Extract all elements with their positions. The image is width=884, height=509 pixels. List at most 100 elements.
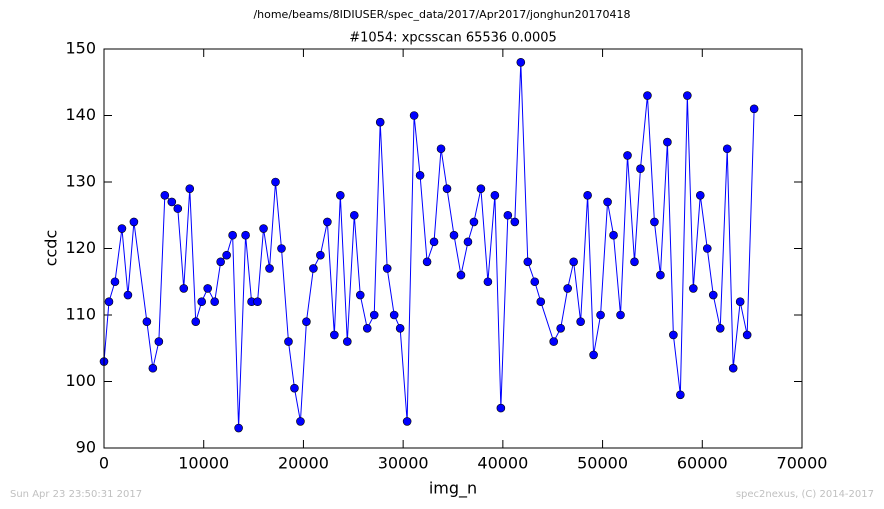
data-point [456, 270, 466, 280]
data-point [210, 297, 219, 307]
data-point [576, 317, 585, 326]
footer-credit: spec2nexus, (C) 2014-2017 [736, 489, 874, 500]
x-tick-label: 10000 [178, 454, 229, 473]
data-point [549, 337, 559, 346]
y-tick-label: 150 [65, 39, 96, 58]
data-point [290, 383, 299, 393]
data-point [167, 197, 177, 207]
data-point [749, 104, 759, 114]
data-point [382, 264, 392, 273]
data-point [702, 244, 712, 253]
data-point [656, 270, 665, 280]
y-tick-label: 100 [65, 371, 96, 390]
data-point [510, 217, 520, 227]
data-point [563, 284, 572, 293]
y-axis-label: ccdc [42, 230, 61, 267]
data-point [185, 184, 195, 193]
data-point [676, 390, 685, 400]
y-tick-label: 140 [65, 105, 96, 124]
x-tick-label: 40000 [477, 454, 528, 473]
data-point [309, 264, 318, 273]
data-point [643, 91, 652, 100]
data-point [277, 244, 286, 253]
chart-title: #1054: xpcsscan 65536 0.0005 [349, 31, 557, 46]
data-point [708, 290, 718, 300]
data-point [302, 317, 311, 326]
data-point [123, 290, 133, 300]
data-point [104, 297, 114, 307]
data-point [623, 151, 632, 160]
data-point [296, 417, 305, 426]
data-point [271, 177, 280, 187]
data-point [216, 257, 225, 267]
data-point [203, 284, 213, 293]
data-point [715, 323, 725, 333]
data-point [173, 204, 183, 213]
y-tick-label: 90 [76, 438, 96, 457]
data-point [395, 323, 405, 333]
data-point [536, 297, 546, 307]
data-point [490, 191, 500, 200]
data-point [530, 277, 540, 287]
data-point [463, 237, 473, 247]
x-tick-label: 20000 [278, 454, 329, 473]
data-point [636, 164, 645, 173]
data-point [375, 117, 385, 127]
data-point [496, 403, 506, 413]
data-point [442, 184, 452, 193]
data-point [449, 230, 459, 240]
data-point [683, 91, 692, 100]
data-point [265, 264, 274, 273]
data-point [316, 250, 325, 260]
data-point [117, 224, 127, 233]
data-point [436, 144, 446, 154]
data-point [402, 417, 412, 426]
data-point [669, 330, 678, 340]
data-point [630, 257, 639, 267]
x-axis-label: img_n [429, 479, 477, 499]
data-point [469, 217, 479, 227]
suptitle: /home/beams/8IDIUSER/spec_data/2017/Apr2… [253, 8, 630, 21]
data-point [148, 363, 158, 373]
data-point [728, 363, 738, 373]
data-point [336, 191, 345, 200]
data-point [228, 230, 237, 240]
data-point [129, 217, 139, 227]
data-point [422, 257, 432, 267]
data-point [241, 230, 250, 240]
data-point [323, 217, 332, 227]
data-point [663, 137, 672, 147]
data-point [191, 317, 201, 326]
data-point [415, 171, 425, 180]
data-point [253, 297, 262, 307]
data-point [179, 284, 189, 293]
data-point [362, 323, 372, 333]
data-point [234, 423, 243, 433]
data-point [197, 297, 207, 307]
data-point [369, 310, 379, 320]
data-point [556, 323, 565, 333]
data-point [596, 310, 605, 320]
data-point [349, 210, 359, 220]
data-point [389, 310, 399, 320]
data-point [603, 197, 612, 207]
data-point [343, 337, 352, 346]
x-tick-label: 60000 [677, 454, 728, 473]
data-point [695, 191, 705, 200]
data-point [222, 250, 231, 260]
y-tick-label: 130 [65, 172, 96, 191]
data-point [330, 330, 339, 340]
data-point [516, 57, 526, 67]
data-point [742, 330, 752, 340]
data-point [160, 191, 170, 200]
footer-date: Sun Apr 23 23:50:31 2017 [10, 489, 142, 500]
data-point [609, 230, 618, 240]
data-point [589, 350, 598, 360]
data-point [483, 277, 493, 287]
data-point [259, 224, 268, 233]
data-point [476, 184, 486, 193]
data-point [284, 337, 293, 346]
data-point [154, 337, 164, 346]
